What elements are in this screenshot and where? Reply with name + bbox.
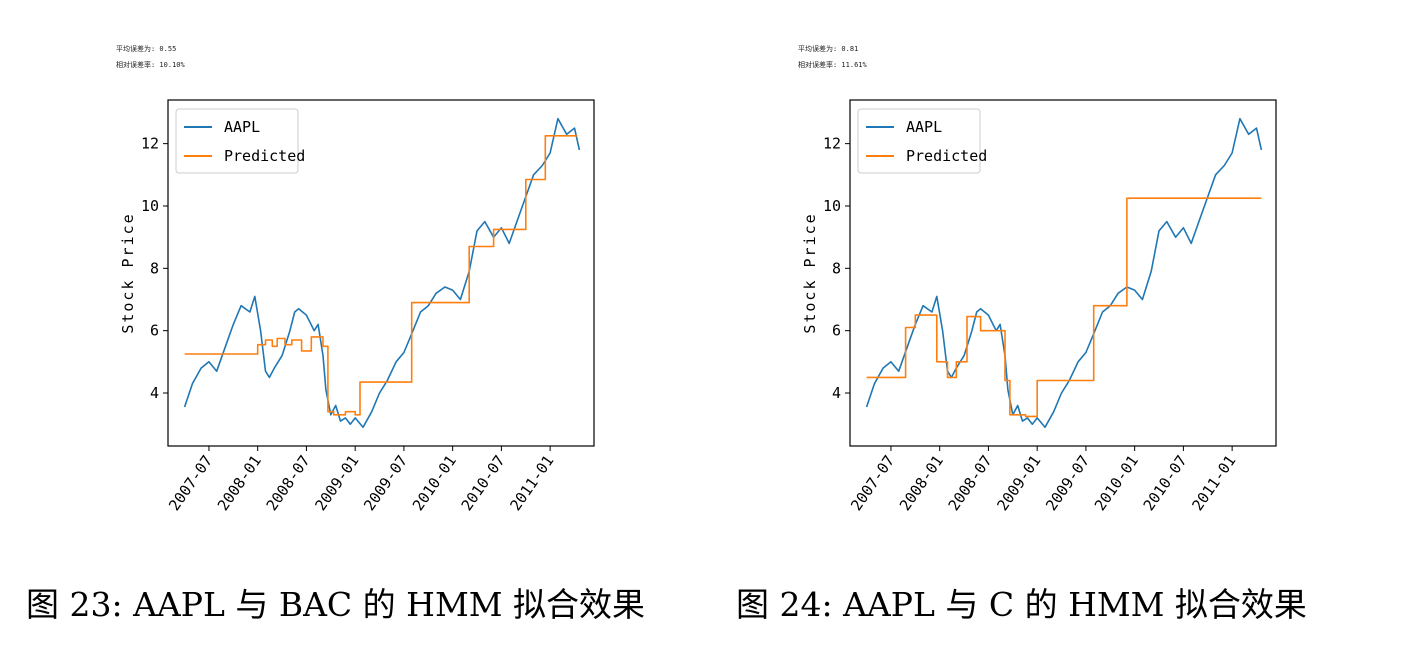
stock-price-chart-right: 4 6 8 10 12 2007-072008-012008-072009-012009-… [801,99,1277,514]
legend-label-predicted: Predicted [906,147,987,165]
x-tick-label: 2010-01 [1091,452,1142,514]
y-tick-label: 6 [150,322,159,340]
y-tick-label: 10 [141,197,159,215]
mean-error-text: 平均误差为: 0.81 [798,45,859,53]
relative-error-text: 相对误差率: 11.61% [798,61,867,69]
y-tick-label: 4 [832,384,841,402]
x-tick-label: 2009-07 [360,452,411,514]
x-tick-label: 2008-01 [896,452,947,514]
x-tick-label: 2009-07 [1042,452,1093,514]
x-tick-label: 2008-07 [945,452,996,514]
x-tick-label: 2011-01 [506,452,557,514]
x-tick-label: 2007-07 [165,452,216,514]
x-tick-label: 2008-07 [263,452,314,514]
figure-panel-left: 平均误差为: 0.55 相对误差率: 10.10% 4 6 8 10 12 2007-07… [26,45,646,624]
relative-error-text: 相对误差率: 10.10% [116,61,185,69]
y-axis-label: Stock Price [801,212,819,333]
x-tick-label: 2010-07 [458,452,509,514]
y-axis-label: Stock Price [119,212,137,333]
y-tick-label: 4 [150,384,159,402]
figure-panel-right: 平均误差为: 0.81 相对误差率: 11.61% 4 6 8 10 12 2007-07… [682,0,1391,666]
y-tick-label: 8 [832,259,841,277]
legend-label-aapl: AAPL [224,118,260,136]
legend: AAPL Predicted [857,108,987,174]
plot-frame [167,99,595,447]
y-tick-label: 10 [823,197,841,215]
series-line-predicted [184,135,578,416]
x-tick-label: 2010-01 [409,452,460,514]
y-tick-label: 8 [150,259,159,277]
x-tick-label: 2010-07 [1140,452,1191,514]
plot-frame [849,99,1277,447]
x-tick-label: 2007-07 [847,452,898,514]
legend-label-aapl: AAPL [906,118,942,136]
legend: AAPL Predicted [175,108,305,174]
stock-price-chart-left: 4 6 8 10 12 2007-072008-012008-072009-012009-… [119,99,595,514]
series-line-predicted [866,197,1262,418]
y-tick-label: 12 [823,135,841,153]
y-tick-label: 12 [141,135,159,153]
x-tick-label: 2009-01 [311,452,362,514]
x-tick-label: 2008-01 [214,452,265,514]
figure-caption-left: 图 23: AAPL 与 BAC 的 HMM 拟合效果 [26,585,646,624]
x-tick-label: 2011-01 [1188,452,1239,514]
mean-error-text: 平均误差为: 0.55 [116,45,177,53]
series-line-aapl [183,117,581,429]
figure-caption-right: 图 24: AAPL 与 C 的 HMM 拟合效果 [736,585,1307,624]
y-tick-label: 6 [832,322,841,340]
x-tick-label: 2009-01 [993,452,1044,514]
series-line-aapl [865,117,1263,429]
legend-label-predicted: Predicted [224,147,305,165]
